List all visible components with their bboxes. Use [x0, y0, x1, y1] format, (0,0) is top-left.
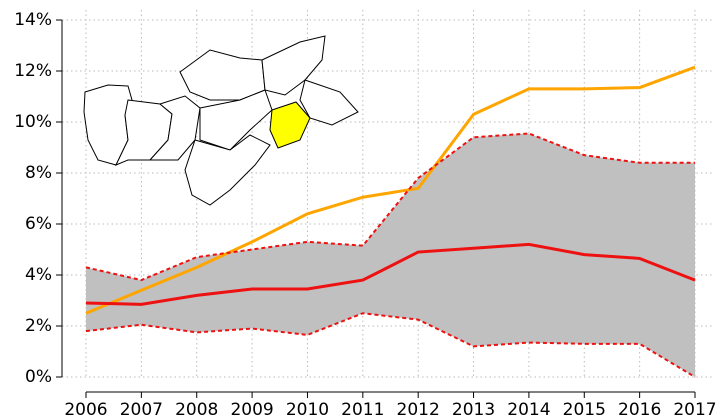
y-tick-label: 10% — [14, 112, 52, 132]
x-tick-label: 2007 — [120, 400, 163, 418]
series-line — [85, 242, 696, 306]
plot-background — [62, 10, 712, 378]
series-line — [85, 65, 696, 315]
x-tick-label: 2012 — [397, 400, 440, 418]
plot-content: 0% 2% 4% 6% 8% 10% 12% 14% 2006 2007 2008 2009 2010 2… — [14, 10, 716, 418]
y-tick-label: 14% — [14, 10, 52, 30]
series-line — [85, 312, 696, 378]
x-tick-label: 2009 — [230, 400, 273, 418]
y-tick-label: 2% — [25, 316, 52, 336]
x-tick-label: 2017 — [673, 400, 716, 418]
x-tick-label: 2013 — [452, 400, 495, 418]
y-tick-label: 8% — [25, 163, 52, 183]
region-map — [83, 35, 359, 206]
x-tick-label: 2011 — [341, 400, 384, 418]
x-tick-label: 2014 — [507, 400, 550, 418]
x-tick-label: 2015 — [563, 400, 606, 418]
band — [86, 133, 695, 377]
series-line — [85, 132, 695, 282]
x-tick-label: 2016 — [618, 400, 661, 418]
y-tick-label: 0% — [25, 367, 52, 387]
x-tick-label: 2010 — [286, 400, 329, 418]
y-tick-label: 4% — [25, 265, 52, 285]
x-tick-label: 2006 — [64, 400, 107, 418]
x-tick-label: 2008 — [175, 400, 218, 418]
y-tick-label: 12% — [14, 61, 52, 81]
y-tick-label: 6% — [25, 214, 52, 234]
